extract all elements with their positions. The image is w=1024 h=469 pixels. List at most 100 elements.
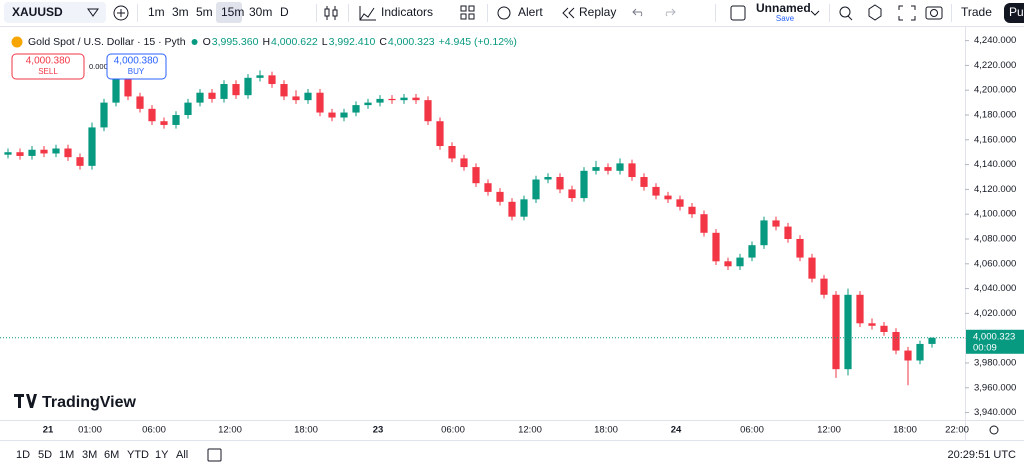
candle-body — [364, 102, 372, 106]
account-button[interactable] — [1004, 3, 1024, 23]
save-status[interactable]: Save — [776, 14, 795, 23]
alert-icon[interactable] — [497, 6, 511, 20]
layout-icon[interactable] — [730, 5, 746, 21]
symbol-menu-icon[interactable] — [87, 8, 99, 17]
x-tick-label: 12:00 — [218, 425, 242, 436]
legend-close-key: C — [379, 36, 387, 48]
y-tick-label: 4,120.000 — [974, 184, 1016, 195]
legend-change: +4.945 (+0.12%) — [439, 36, 517, 48]
buy-label[interactable]: BUY — [128, 67, 145, 76]
sell-button[interactable] — [11, 53, 85, 80]
candle-body — [424, 100, 432, 122]
y-tick-label: 4,220.000 — [974, 60, 1016, 71]
replay-button[interactable]: Replay — [579, 5, 616, 19]
candle-body — [820, 278, 828, 295]
candle-body — [520, 199, 528, 217]
buy-button[interactable] — [106, 53, 167, 80]
sell-price[interactable]: 4,000.380 — [26, 56, 71, 67]
candle-body — [844, 294, 852, 370]
snapshot-lens — [930, 9, 938, 17]
candle-body — [736, 257, 744, 267]
candle-body — [52, 148, 60, 154]
trade-button[interactable]: Trade — [961, 5, 992, 19]
candle-body — [628, 163, 636, 178]
templates-icon[interactable] — [460, 5, 467, 12]
x-tick-label: 12:00 — [817, 425, 841, 436]
search-icon[interactable] — [839, 6, 851, 18]
candle-body — [220, 84, 228, 99]
candle-body — [388, 98, 396, 101]
layout-menu-icon[interactable] — [810, 10, 820, 16]
interval-button[interactable]: 3m — [172, 5, 189, 19]
candles-icon-body — [332, 9, 338, 17]
x-tick-label: 18:00 — [594, 425, 618, 436]
compare-icon[interactable] — [113, 5, 129, 21]
candle-body — [136, 96, 144, 109]
redo-icon[interactable] — [665, 8, 676, 17]
y-tick-label: 4,040.000 — [974, 283, 1016, 294]
fullscreen-icon[interactable] — [898, 5, 916, 21]
account-label[interactable]: Pu — [1009, 5, 1024, 19]
indicators-button[interactable]: Indicators — [381, 5, 433, 19]
candle-body — [400, 97, 408, 101]
x-tick-label: 21 — [43, 425, 54, 436]
range-button[interactable]: 1D — [16, 449, 30, 461]
range-button[interactable]: 5D — [38, 449, 52, 461]
interval-button[interactable]: 1m — [148, 5, 165, 19]
countdown: 00:09 — [973, 342, 997, 353]
candle-body — [532, 179, 540, 200]
snapshot-icon[interactable] — [925, 6, 943, 20]
range-button[interactable]: All — [176, 449, 188, 461]
interval-button[interactable]: 30m — [249, 5, 272, 19]
candle-body — [880, 325, 888, 332]
legend-low: 3,992.410 — [329, 36, 376, 48]
indicators-icon[interactable] — [359, 6, 376, 21]
symbol[interactable]: XAUUSD — [12, 5, 63, 19]
candle-body — [616, 163, 624, 171]
candle-body — [148, 108, 156, 122]
candle-body — [64, 148, 72, 158]
watermark: TradingView — [42, 394, 137, 411]
settings-icon[interactable] — [868, 4, 882, 21]
candle-body — [208, 92, 216, 99]
logo-mark — [14, 394, 37, 408]
y-tick-label: 4,180.000 — [974, 110, 1016, 121]
x-tick-label: 18:00 — [294, 425, 318, 436]
candle-body — [76, 157, 84, 166]
candle-body — [592, 167, 600, 171]
interval-button[interactable]: D — [280, 5, 289, 19]
range-button[interactable]: 3M — [82, 449, 97, 461]
candle-body — [412, 97, 420, 101]
interval-button[interactable]: 5m — [196, 5, 213, 19]
templates-icon — [468, 5, 475, 12]
axis-settings-icon[interactable] — [989, 425, 999, 435]
templates-icon — [460, 13, 467, 20]
buy-price[interactable]: 4,000.380 — [114, 56, 159, 67]
candle-body — [796, 238, 804, 258]
date-range-icon[interactable] — [207, 448, 222, 462]
candle-body — [352, 105, 360, 113]
candle-body — [268, 75, 276, 85]
y-tick-label: 4,060.000 — [974, 258, 1016, 269]
candle-body — [712, 232, 720, 262]
legend-high-key: H — [262, 36, 270, 48]
candle-body — [568, 189, 576, 199]
symbol-box[interactable] — [4, 2, 106, 23]
candle-body — [772, 220, 780, 227]
range-button[interactable]: 1M — [59, 449, 74, 461]
undo-icon[interactable] — [632, 8, 643, 17]
x-tick-label: 12:00 — [518, 425, 542, 436]
candle-body — [496, 191, 504, 202]
alert-button[interactable]: Alert — [518, 5, 543, 19]
replay-icon[interactable] — [562, 7, 575, 19]
candle-body — [244, 77, 252, 96]
range-button[interactable]: 1Y — [155, 449, 169, 461]
range-button[interactable]: YTD — [127, 449, 149, 461]
interval-button[interactable]: 15m — [221, 5, 244, 19]
candle-body — [460, 158, 468, 168]
candle-body — [928, 337, 936, 344]
layout-name[interactable]: Unnamed — [756, 1, 811, 15]
sell-label[interactable]: SELL — [38, 67, 58, 76]
range-button[interactable]: 6M — [104, 449, 119, 461]
